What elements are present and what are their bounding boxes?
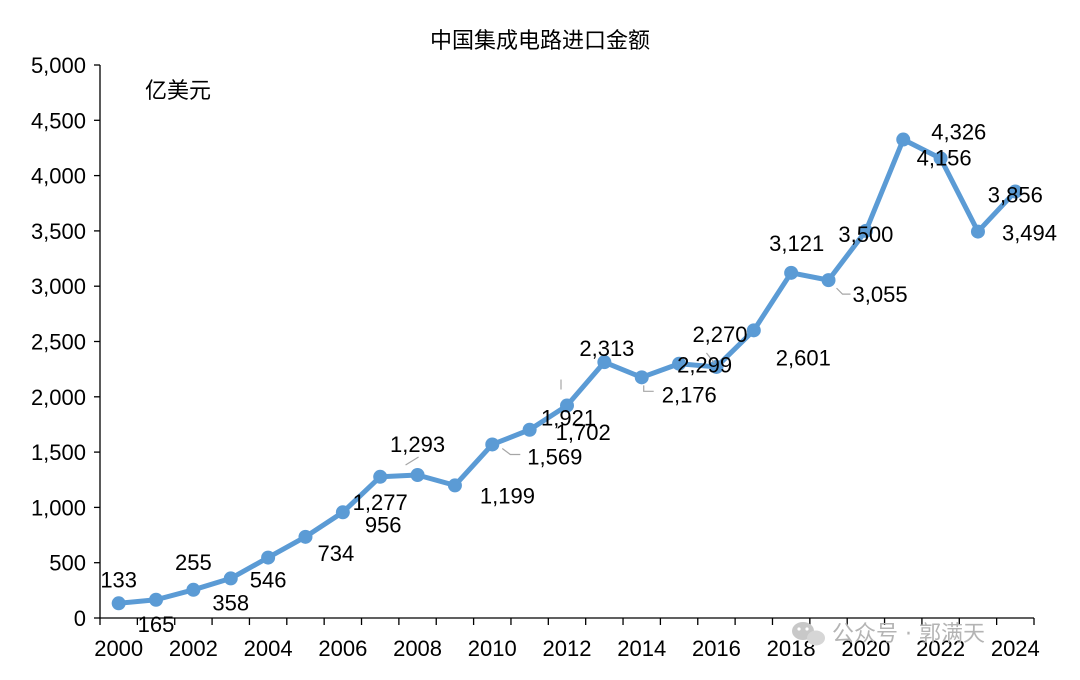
data-point [335,505,350,520]
leader-line [501,447,521,456]
data-point [821,273,836,288]
data-label: 2,299 [677,353,732,378]
y-tick-label: 2,000 [31,385,86,410]
leader-lines [405,287,851,466]
y-tick-label: 4,000 [31,164,86,189]
data-label: 1,199 [480,483,535,508]
x-tick-label: 2010 [468,636,517,661]
data-label: 1,702 [556,420,611,445]
y-tick-label: 5,000 [31,53,86,78]
data-label: 358 [212,590,249,615]
x-tick-label: 2022 [916,636,965,661]
wechat-icon [792,622,825,646]
data-point [111,596,126,611]
data-point [970,224,985,239]
x-tick-label: 2016 [692,636,741,661]
data-label: 1,569 [527,444,582,469]
data-label: 165 [138,612,175,637]
data-point [709,359,724,374]
y-tick-label: 3,500 [31,219,86,244]
data-label: 133 [100,567,137,592]
y-tick-label: 4,500 [31,108,86,133]
tick-labels: 0 500 1,000 1,500 2,000 2,500 3,000 3,500 4,000 4… [31,53,1040,661]
data-label: 956 [365,512,402,537]
data-point [485,437,500,452]
unit-label: 亿美元 [145,79,211,104]
leader-line [405,456,419,466]
data-label: 2,601 [776,345,831,370]
data-point [896,132,911,147]
data-label: 2,176 [662,382,717,407]
data-label: 1,277 [353,490,408,515]
leader-line [836,287,851,295]
data-label: 4,326 [931,120,986,145]
x-tick-label: 2004 [244,636,293,661]
chart-title: 中国集成电路进口金额 [430,29,650,54]
data-point [186,582,201,597]
x-tick-label: 2008 [393,636,442,661]
watermark: 公众号 · 郭满天 [792,622,985,647]
data-point [373,469,388,484]
data-label: 3,055 [853,282,908,307]
watermark-text: 公众号 · 郭满天 [832,622,985,647]
data-point [784,265,799,280]
data-series [111,132,1023,611]
data-point [634,370,649,385]
data-label: 2,270 [692,322,747,347]
y-tick-label: 3,000 [31,274,86,299]
data-point [597,355,612,370]
x-tick-label: 2012 [543,636,592,661]
data-label: 4,156 [917,145,972,170]
data-point [149,592,164,607]
data-point [746,323,761,338]
x-tick-label: 2002 [169,636,218,661]
data-point [560,398,574,413]
data-point [1008,184,1023,199]
axes [94,64,1035,625]
leader-line [705,352,715,364]
data-label: 3,494 [1002,221,1057,246]
x-tick-label: 2006 [318,636,367,661]
data-label: 1,921 [541,406,596,431]
data-label: 2,313 [579,336,634,361]
data-point [447,478,462,493]
data-point [522,422,537,437]
data-point [298,529,313,544]
data-label: 546 [250,568,287,593]
y-tick-label: 1,000 [31,495,86,520]
y-tick-label: 2,500 [31,330,86,355]
x-tick-label: 2000 [94,636,143,661]
data-label: 255 [175,550,212,575]
leader-line [643,385,654,392]
data-point [672,356,687,371]
x-tick-label: 2020 [841,636,890,661]
data-point [858,223,873,238]
y-tick-label: 500 [49,551,86,576]
y-tick-label: 1,500 [31,440,86,465]
x-tick-label: 2014 [617,636,666,661]
data-point [410,467,425,482]
data-label: 3,856 [988,183,1043,208]
data-point [223,571,238,586]
y-tick-label: 0 [74,606,86,631]
data-label: 3,121 [769,231,824,256]
data-point [261,550,276,565]
data-label: 3,500 [838,222,893,247]
series-line [116,137,1018,606]
x-tick-label: 2024 [991,636,1040,661]
data-point [933,151,948,166]
data-label: 1,293 [390,432,445,457]
data-label: 734 [317,541,354,566]
